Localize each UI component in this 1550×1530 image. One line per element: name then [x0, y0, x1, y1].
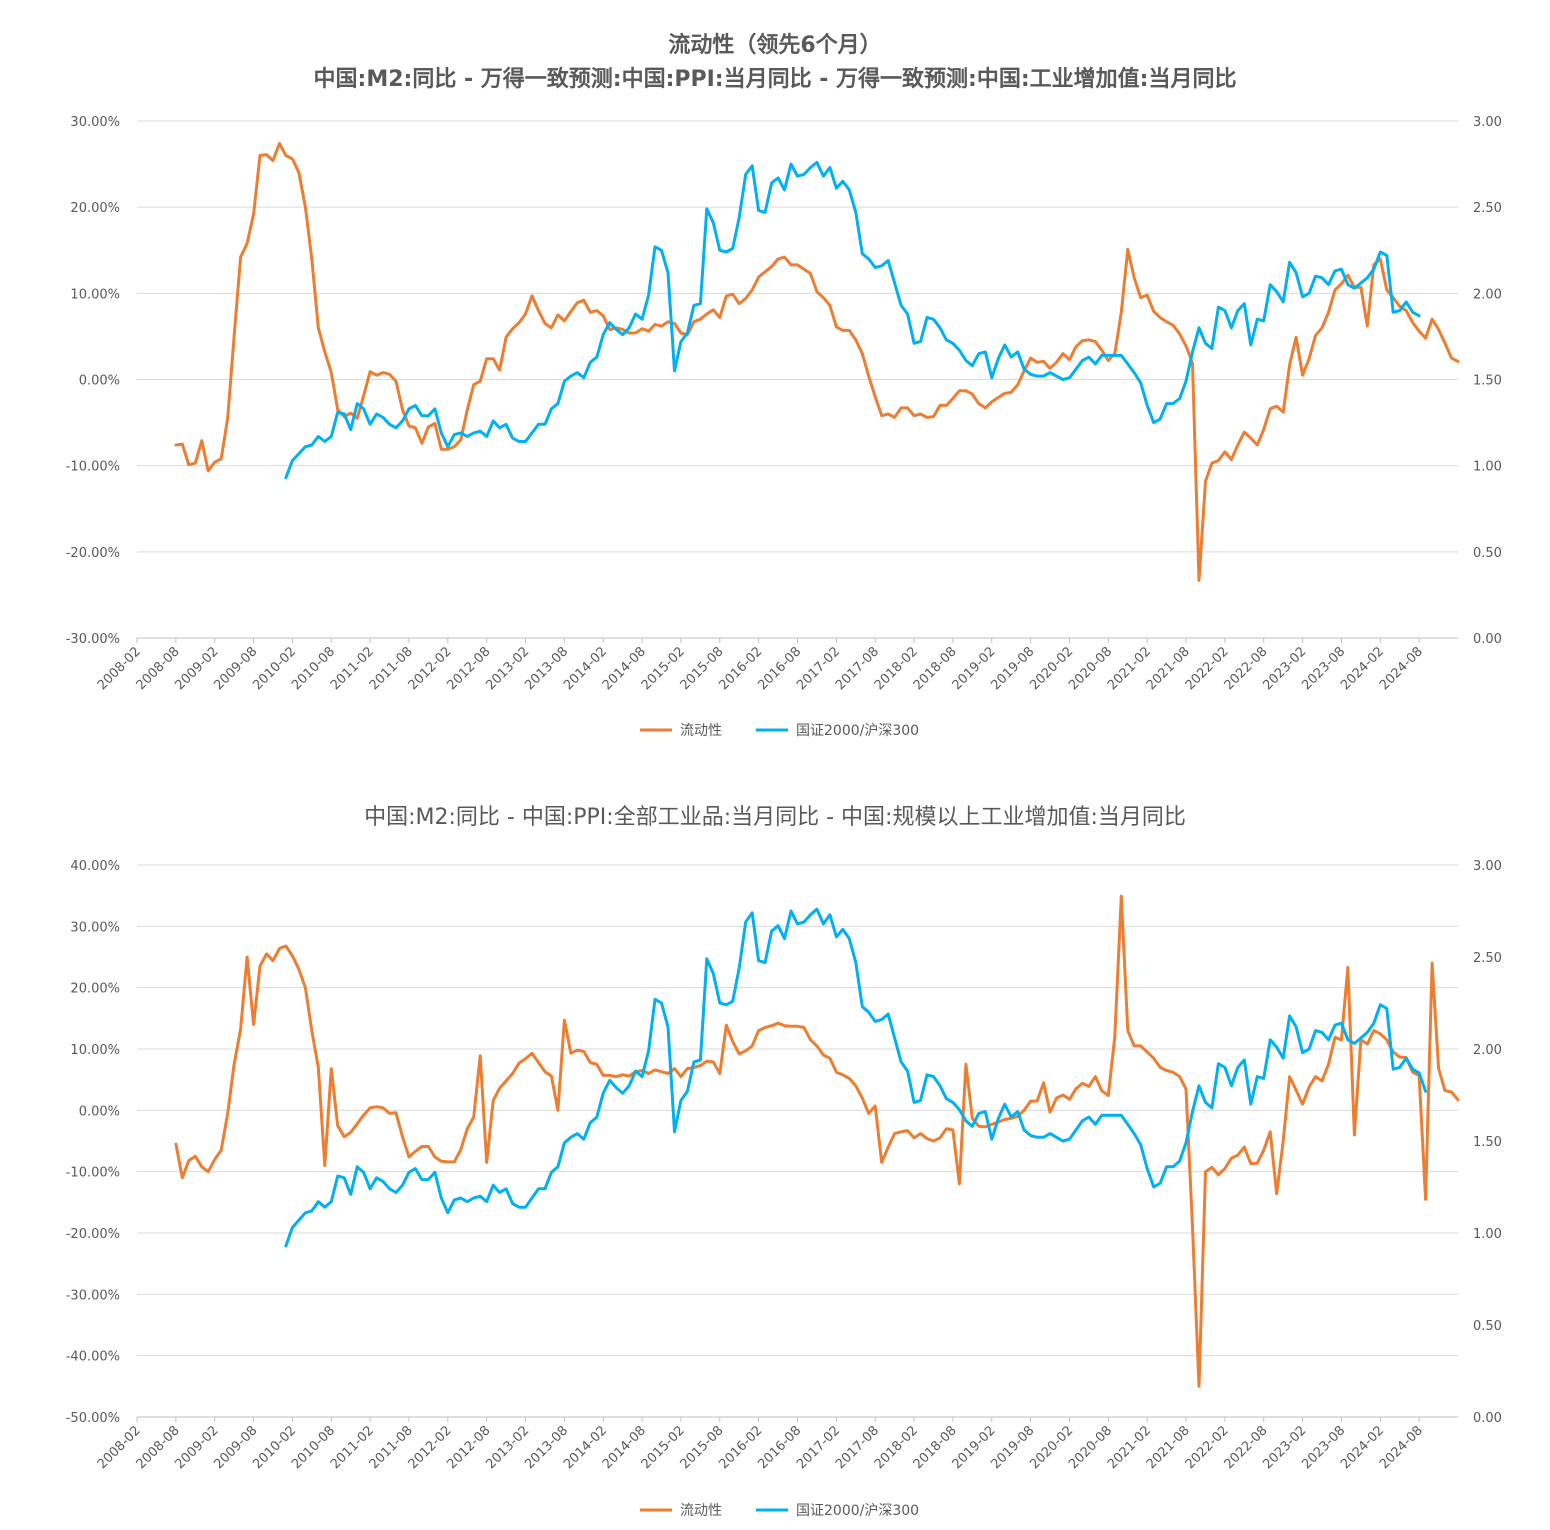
- chart1-y-left-tick: -20.00%: [66, 546, 120, 561]
- chart2-y-right-tick: 2.50: [1473, 951, 1502, 966]
- chart2-y-right-tick: 2.00: [1473, 1043, 1502, 1058]
- chart1-y-right-tick: 0.00: [1473, 632, 1502, 647]
- chart1-y-left-tick: 0.00%: [79, 374, 120, 389]
- chart2-legend: 流动性 国证2000/沪深300: [640, 1503, 919, 1519]
- chart1-y-right-tick: 2.50: [1473, 201, 1502, 216]
- chart1-y-left-tick: 20.00%: [70, 201, 120, 216]
- chart2-y-right-tick: 1.50: [1473, 1135, 1502, 1150]
- chart2-y-left-tick: -20.00%: [66, 1227, 120, 1242]
- chart1-title: 流动性（领先6个月）: [668, 32, 881, 58]
- chart2-y-right-tick: 3.00: [1473, 859, 1502, 874]
- chart2-y-left-tick: -30.00%: [66, 1288, 120, 1303]
- chart2-y-left-tick: 10.00%: [70, 1043, 120, 1058]
- chart2-title: 中国:M2:同比 - 中国:PPI:全部工业品:当月同比 - 中国:规模以上工业…: [364, 805, 1186, 830]
- chart2-y-left-tick: -10.00%: [66, 1166, 120, 1181]
- chart2-y-left-tick: 0.00%: [79, 1104, 120, 1119]
- chart2-y-left-tick: -50.00%: [66, 1411, 120, 1426]
- chart1-y-right-tick: 3.00: [1473, 115, 1502, 130]
- chart2-x-tick-label: 2024-08: [1377, 1423, 1426, 1472]
- chart1-y-right-tick: 1.00: [1473, 460, 1502, 475]
- chart-liquidity-forecast: 流动性（领先6个月） 中国:M2:同比 - 万得一致预测:中国:PPI:当月同比 …: [0, 0, 1550, 760]
- chart1-y-left-tick: -30.00%: [66, 632, 120, 647]
- chart1-series-line-2: [284, 160, 1421, 480]
- chart2-y-right-tick: 0.50: [1473, 1319, 1502, 1334]
- chart1-legend-label-2: 国证2000/沪深300: [796, 723, 919, 739]
- chart1-y-left-tick: 10.00%: [70, 287, 120, 302]
- chart1-subtitle: 中国:M2:同比 - 万得一致预测:中国:PPI:当月同比 - 万得一致预测:中…: [314, 66, 1237, 92]
- chart2-y-left-tick: 20.00%: [70, 982, 120, 997]
- chart2-y-right-tick: 0.00: [1473, 1411, 1502, 1426]
- chart2-y-left-tick: 30.00%: [70, 920, 120, 935]
- chart2-y-left-tick: -40.00%: [66, 1350, 120, 1365]
- chart2-y-left-tick: 40.00%: [70, 859, 120, 874]
- chart1-x-tick-label: 2024-08: [1377, 644, 1426, 693]
- chart1-legend-label-1: 流动性: [680, 723, 722, 739]
- chart-liquidity-actual: 中国:M2:同比 - 中国:PPI:全部工业品:当月同比 - 中国:规模以上工业…: [0, 770, 1550, 1530]
- chart1-y-left-tick: 30.00%: [70, 115, 120, 130]
- chart-1-svg: 流动性（领先6个月） 中国:M2:同比 - 万得一致预测:中国:PPI:当月同比 …: [66, 32, 1502, 739]
- chart1-y-right-tick: 0.50: [1473, 546, 1502, 561]
- chart2-series-line-2: [284, 907, 1428, 1248]
- chart2-y-right-tick: 1.00: [1473, 1227, 1502, 1242]
- chart2-legend-label-1: 流动性: [680, 1503, 722, 1519]
- chart1-series-line-1: [174, 141, 1460, 582]
- chart-2-svg: 中国:M2:同比 - 中国:PPI:全部工业品:当月同比 - 中国:规模以上工业…: [66, 805, 1502, 1519]
- chart2-series-line-1: [174, 894, 1460, 1388]
- chart1-y-left-tick: -10.00%: [66, 460, 120, 475]
- chart2-legend-label-2: 国证2000/沪深300: [796, 1503, 919, 1519]
- chart1-y-right-tick: 2.00: [1473, 287, 1502, 302]
- chart1-legend: 流动性 国证2000/沪深300: [640, 723, 919, 739]
- chart1-y-right-tick: 1.50: [1473, 374, 1502, 389]
